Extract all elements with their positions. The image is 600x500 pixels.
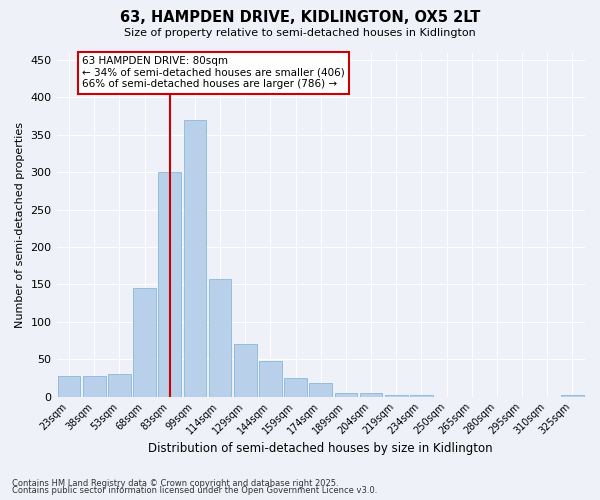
Bar	[335, 393, 357, 396]
Bar	[83, 376, 106, 396]
Bar	[158, 172, 181, 396]
Bar	[234, 344, 257, 397]
Bar	[108, 374, 131, 396]
Text: 63, HAMPDEN DRIVE, KIDLINGTON, OX5 2LT: 63, HAMPDEN DRIVE, KIDLINGTON, OX5 2LT	[120, 10, 480, 25]
Bar	[259, 361, 282, 396]
X-axis label: Distribution of semi-detached houses by size in Kidlington: Distribution of semi-detached houses by …	[148, 442, 493, 455]
Text: Size of property relative to semi-detached houses in Kidlington: Size of property relative to semi-detach…	[124, 28, 476, 38]
Bar	[310, 383, 332, 396]
Bar	[209, 279, 232, 396]
Text: Contains HM Land Registry data © Crown copyright and database right 2025.: Contains HM Land Registry data © Crown c…	[12, 478, 338, 488]
Bar	[133, 288, 156, 397]
Y-axis label: Number of semi-detached properties: Number of semi-detached properties	[15, 122, 25, 328]
Bar	[58, 376, 80, 396]
Text: Contains public sector information licensed under the Open Government Licence v3: Contains public sector information licen…	[12, 486, 377, 495]
Text: 63 HAMPDEN DRIVE: 80sqm
← 34% of semi-detached houses are smaller (406)
66% of s: 63 HAMPDEN DRIVE: 80sqm ← 34% of semi-de…	[82, 56, 344, 90]
Bar	[284, 378, 307, 396]
Bar	[184, 120, 206, 396]
Bar	[360, 393, 382, 396]
Bar	[385, 395, 407, 396]
Bar	[410, 395, 433, 396]
Bar	[561, 395, 584, 396]
